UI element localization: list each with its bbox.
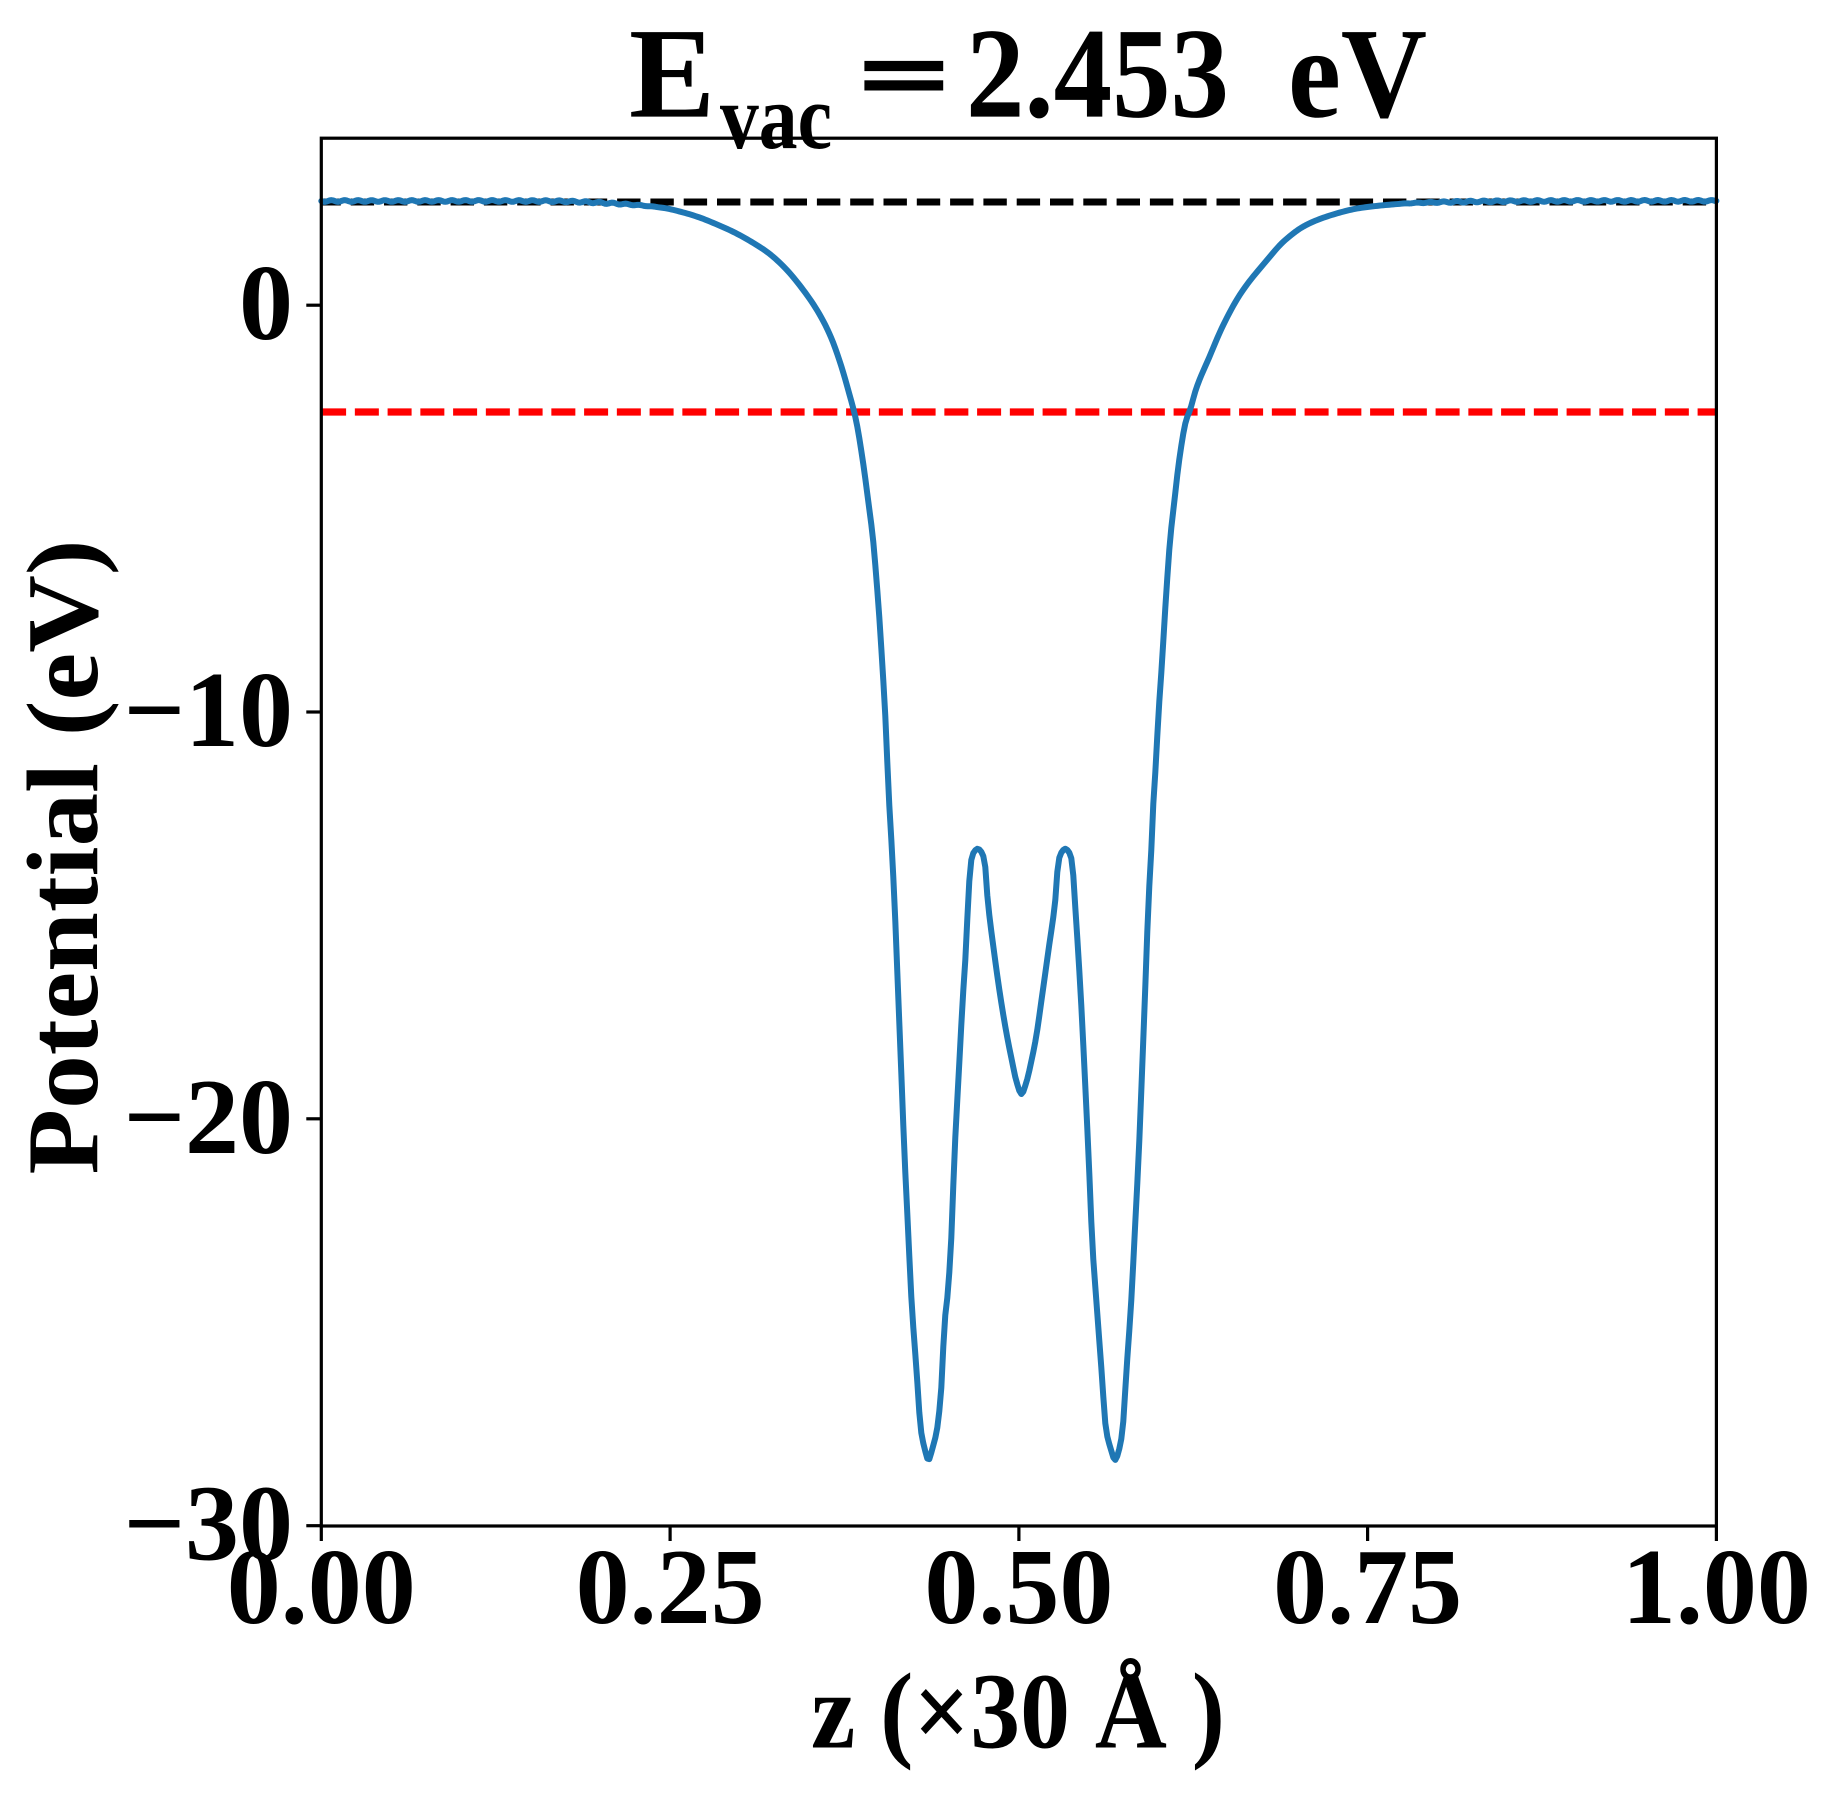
- svg-text:0.25: 0.25: [576, 1528, 765, 1647]
- svg-text:0: 0: [239, 244, 293, 363]
- svg-text:vac: vac: [720, 66, 832, 168]
- svg-text:−20: −20: [123, 1058, 293, 1177]
- svg-text:0.00: 0.00: [227, 1528, 416, 1647]
- svg-text:0.50: 0.50: [924, 1528, 1113, 1647]
- svg-text:−10: −10: [123, 651, 293, 770]
- svg-text:z (×30 Å ): z (×30 Å ): [811, 1653, 1225, 1772]
- svg-text:−30: −30: [123, 1465, 293, 1584]
- svg-text:0.75: 0.75: [1273, 1528, 1462, 1647]
- svg-text:E: E: [629, 2, 715, 145]
- svg-text:Potential (eV): Potential (eV): [7, 540, 120, 1175]
- svg-text:eV: eV: [1288, 2, 1427, 145]
- svg-text:1.00: 1.00: [1622, 1528, 1811, 1647]
- svg-text:2.453: 2.453: [966, 2, 1229, 145]
